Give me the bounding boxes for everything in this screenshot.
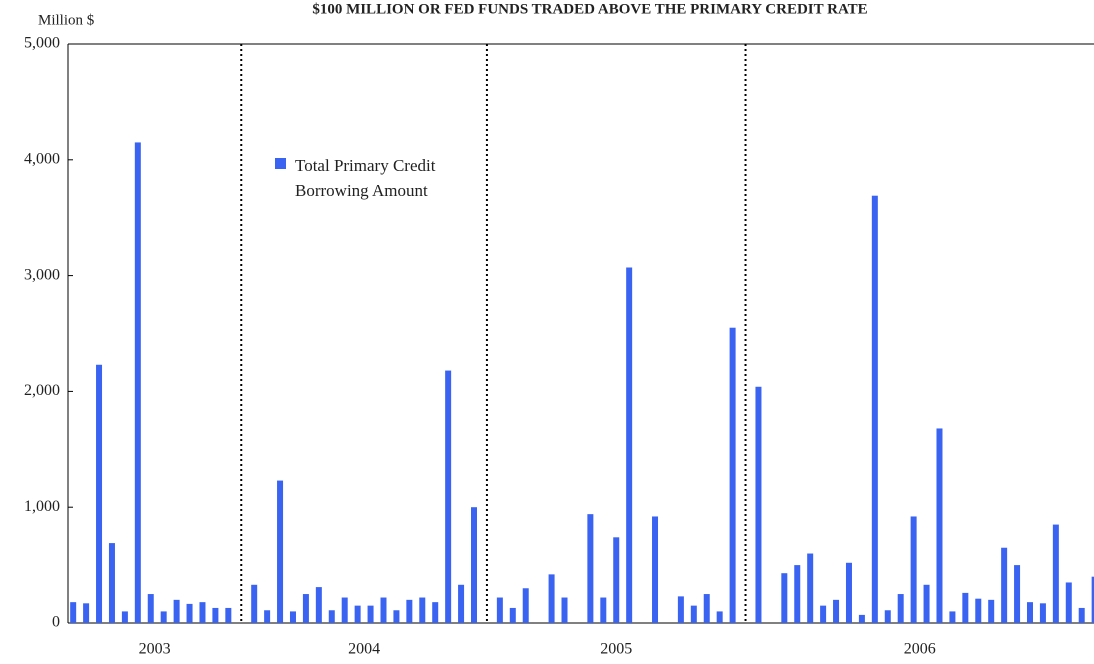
bar [871, 195, 878, 623]
bar [677, 596, 684, 623]
chart-title: $100 MILLION OR FED FUNDS TRADED ABOVE T… [312, 1, 867, 17]
bar [716, 611, 723, 623]
bar [70, 602, 77, 623]
bar [690, 605, 697, 623]
bar [96, 364, 103, 623]
bar [264, 610, 271, 623]
y-tick-label: 3,000 [24, 266, 60, 283]
x-tick-label: 2006 [904, 641, 936, 658]
bar [755, 386, 762, 623]
bar [251, 584, 258, 623]
bar [600, 597, 607, 623]
bar [626, 267, 633, 623]
bar [845, 562, 852, 623]
bar [406, 599, 413, 623]
bar [587, 514, 594, 623]
bar [975, 598, 982, 623]
bar [173, 599, 180, 623]
bar [910, 516, 917, 623]
bar [354, 605, 361, 623]
bar [509, 607, 516, 623]
bar [341, 597, 348, 623]
bar [884, 610, 891, 623]
bar [134, 142, 141, 623]
x-tick-label: 2005 [600, 641, 632, 658]
bar [147, 594, 154, 623]
bar [160, 611, 167, 623]
bar [302, 594, 309, 623]
bar [1091, 576, 1094, 623]
bar [897, 594, 904, 623]
bar [83, 603, 90, 623]
bar [225, 607, 232, 623]
bar [858, 614, 865, 623]
bar [1014, 565, 1021, 623]
bar [212, 607, 219, 623]
bar [289, 611, 296, 623]
y-tick-label: 4,000 [24, 150, 60, 167]
bar [703, 594, 710, 623]
y-tick-label: 0 [52, 614, 60, 631]
bar [1026, 602, 1033, 623]
bar [923, 584, 930, 623]
y-tick-label: 5,000 [24, 35, 60, 52]
legend: Total Primary Credit Borrowing Amount [275, 153, 465, 203]
bar [199, 602, 206, 623]
bar [794, 565, 801, 623]
bar [949, 611, 956, 623]
bar [380, 597, 387, 623]
bar [1078, 607, 1085, 623]
bar [833, 599, 840, 623]
y-axis-label: Million $ [38, 12, 95, 28]
bar [393, 610, 400, 623]
bar [445, 370, 452, 623]
bar [471, 507, 478, 623]
bar [367, 605, 374, 623]
bar [186, 603, 193, 623]
bar [108, 543, 115, 623]
bar [328, 610, 335, 623]
bar [1001, 547, 1008, 623]
bar [1065, 582, 1072, 623]
bar [432, 602, 439, 623]
y-tick-label: 2,000 [24, 382, 60, 399]
bar [613, 537, 620, 623]
legend-swatch [275, 158, 286, 169]
bar [729, 327, 736, 623]
bar [277, 480, 284, 623]
bar [652, 516, 659, 623]
bar [419, 597, 426, 623]
bar [1039, 603, 1046, 623]
bar [1052, 524, 1059, 623]
x-tick-label: 2003 [139, 641, 171, 658]
x-tick-label: 2004 [348, 641, 380, 658]
bar [962, 592, 969, 623]
bar [988, 599, 995, 623]
bar [936, 428, 943, 623]
legend-label: Total Primary Credit Borrowing Amount [295, 156, 436, 200]
bar [522, 588, 529, 623]
y-tick-label: 1,000 [24, 498, 60, 515]
bar [121, 611, 128, 623]
bar [315, 587, 322, 623]
bar [548, 574, 555, 623]
bar [496, 597, 503, 623]
bar [561, 597, 568, 623]
bar [807, 553, 814, 623]
bar [820, 605, 827, 623]
bar [458, 584, 465, 623]
bar [781, 573, 788, 623]
